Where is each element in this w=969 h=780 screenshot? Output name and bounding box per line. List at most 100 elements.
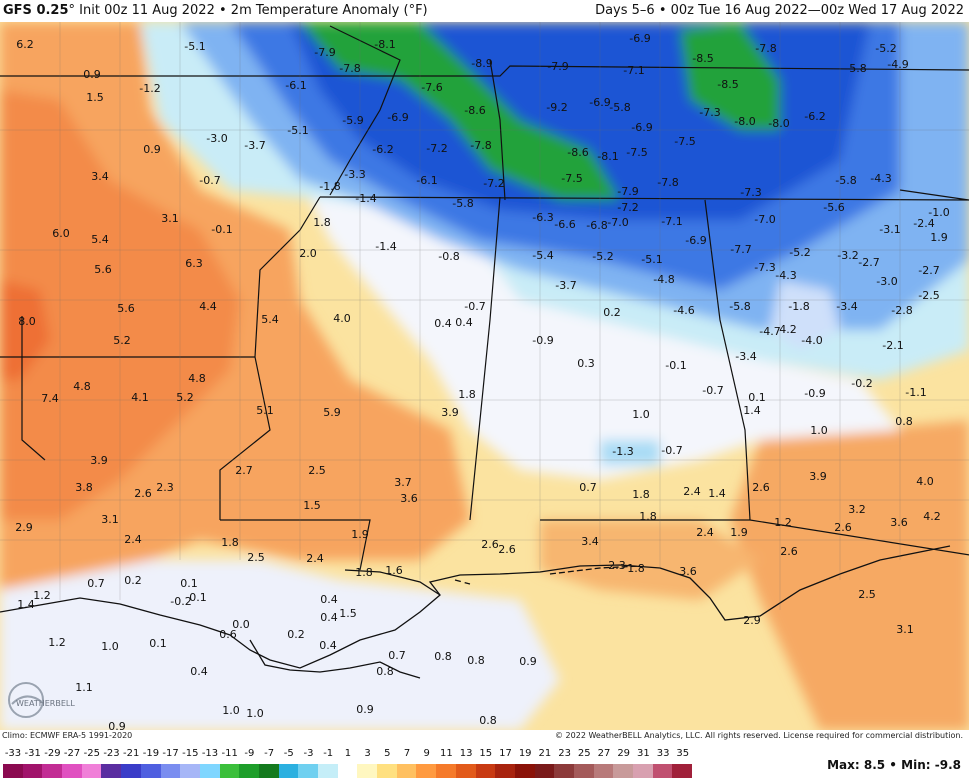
anomaly-value-label: 0.8 <box>895 415 913 428</box>
anomaly-value-label: -6.6 <box>554 218 575 231</box>
init-time: Init 00z 11 Aug 2022 <box>79 3 215 18</box>
anomaly-value-label: -2.7 <box>918 264 939 277</box>
anomaly-value-label: -3.4 <box>735 350 756 363</box>
anomaly-value-label: 0.9 <box>519 655 537 668</box>
anomaly-value-label: -7.8 <box>657 176 678 189</box>
anomaly-value-label: 0.1 <box>149 637 167 650</box>
anomaly-value-label: 6.0 <box>52 227 70 240</box>
legend-swatch <box>180 764 200 778</box>
legend-swatch <box>633 764 653 778</box>
legend-swatch <box>199 764 220 778</box>
anomaly-value-label: -7.9 <box>547 60 568 73</box>
anomaly-value-label: 1.9 <box>730 526 748 539</box>
legend-swatch <box>357 764 378 778</box>
legend-swatch <box>534 764 555 778</box>
anomaly-value-label: 2.6 <box>752 481 770 494</box>
anomaly-value-label: 1.8 <box>221 536 239 549</box>
anomaly-value-label: -8.0 <box>768 117 789 130</box>
anomaly-value-label: 3.6 <box>679 565 697 578</box>
anomaly-value-label: 1.8 <box>627 562 645 575</box>
legend-tick-label: 31 <box>637 748 650 759</box>
anomaly-value-label: -7.7 <box>730 243 751 256</box>
model-title: GFS 0.25 <box>3 3 69 18</box>
anomaly-value-label: -4.7 <box>759 325 780 338</box>
anomaly-value-label: -5.6 <box>823 201 844 214</box>
anomaly-value-label: -5.2 <box>592 250 613 263</box>
anomaly-value-label: 2.6 <box>134 487 152 500</box>
anomaly-value-label: -7.8 <box>339 62 360 75</box>
anomaly-value-label: -4.9 <box>887 58 908 71</box>
anomaly-value-label: 0.8 <box>434 650 452 663</box>
legend-tick-label: 5 <box>384 748 391 759</box>
anomaly-value-label: -3.0 <box>206 132 227 145</box>
anomaly-value-label: 0.9 <box>83 68 101 81</box>
legend-swatch <box>298 764 318 778</box>
anomaly-value-label: -8.6 <box>464 104 485 117</box>
anomaly-value-label: -7.5 <box>674 135 695 148</box>
weatherbell-logo: WEATHERBELL <box>4 680 84 720</box>
map-canvas: 6.2 -5.1 -7.9-8.1-7.8 -8.9 -7.9-6.9-7.1-8.5-… <box>0 22 969 730</box>
legend-tick-label: -3 <box>303 748 314 759</box>
anomaly-value-label: 3.6 <box>890 516 908 529</box>
anomaly-value-label: -7.9 <box>314 46 335 59</box>
anomaly-value-label: 0.7 <box>87 577 105 590</box>
anomaly-value-label: -6.9 <box>685 234 706 247</box>
anomaly-value-label: 2.3 <box>608 559 626 572</box>
legend-tick-label: -9 <box>244 748 255 759</box>
anomaly-value-label: 2.6 <box>834 521 852 534</box>
max-min-readout: Max: 8.5 • Min: -9.8 <box>827 758 961 772</box>
legend-swatch <box>3 764 23 778</box>
anomaly-value-label: -7.2 <box>483 177 504 190</box>
legend-swatch <box>101 764 122 778</box>
legend-swatch <box>573 764 594 778</box>
anomaly-value-label: 0.3 <box>577 357 595 370</box>
anomaly-value-label: 1.4 <box>743 404 761 417</box>
anomaly-value-label: -7.2 <box>617 201 638 214</box>
legend-tick-label: 17 <box>499 748 512 759</box>
anomaly-value-label: -2.8 <box>891 304 912 317</box>
legend-tick-label: 3 <box>364 748 371 759</box>
legend-colorbar <box>3 764 693 778</box>
anomaly-value-label: -0.1 <box>211 223 232 236</box>
anomaly-value-label: -7.8 <box>470 139 491 152</box>
legend-tick-label: -31 <box>24 748 41 759</box>
legend-swatch <box>22 764 43 778</box>
anomaly-value-label: -5.8 <box>835 174 856 187</box>
anomaly-value-label: -3.7 <box>244 139 265 152</box>
anomaly-value-label: -3.4 <box>836 300 857 313</box>
anomaly-value-label: 0.9 <box>108 720 126 730</box>
anomaly-value-label: 4.8 <box>188 372 206 385</box>
anomaly-value-label: -6.2 <box>372 143 393 156</box>
anomaly-value-label: -8.5 <box>692 52 713 65</box>
anomaly-value-label: 1.0 <box>101 640 119 653</box>
anomaly-value-label: 1.2 <box>774 516 792 529</box>
anomaly-value-label: 2.4 <box>683 485 701 498</box>
anomaly-value-label: -7.1 <box>623 64 644 77</box>
legend-tick-label: 11 <box>440 748 453 759</box>
anomaly-value-label: -6.1 <box>416 174 437 187</box>
anomaly-value-label: -0.9 <box>804 387 825 400</box>
anomaly-value-label: -5.1 <box>287 124 308 137</box>
anomaly-value-label: 1.9 <box>930 231 948 244</box>
anomaly-value-label: -8.9 <box>471 57 492 70</box>
anomaly-value-label: -7.9 <box>617 185 638 198</box>
legend-tick-label: 7 <box>403 748 411 759</box>
anomaly-value-label: 2.4 <box>696 526 714 539</box>
logo-mark: WEATHERBELL <box>8 682 75 718</box>
legend-swatch <box>672 764 693 778</box>
anomaly-value-label: -0.7 <box>464 300 485 313</box>
anomaly-fill-neutral-gulf <box>0 560 560 730</box>
anomaly-value-label: 0.6 <box>219 628 237 641</box>
anomaly-value-label: -5.9 <box>342 114 363 127</box>
anomaly-value-label: -3.2 <box>837 249 858 262</box>
anomaly-value-label: 2.6 <box>780 545 798 558</box>
anomaly-value-label: 0.1 <box>180 577 198 590</box>
anomaly-value-label: -1.2 <box>139 82 160 95</box>
anomaly-value-label: 1.8 <box>639 510 657 523</box>
anomaly-value-label: -3.7 <box>555 279 576 292</box>
legend-tick-label: 9 <box>423 748 430 759</box>
anomaly-value-label: 1.5 <box>86 91 104 104</box>
legend-swatch <box>396 764 417 778</box>
legend-swatch <box>160 764 181 778</box>
anomaly-value-label: 1.0 <box>222 704 240 717</box>
